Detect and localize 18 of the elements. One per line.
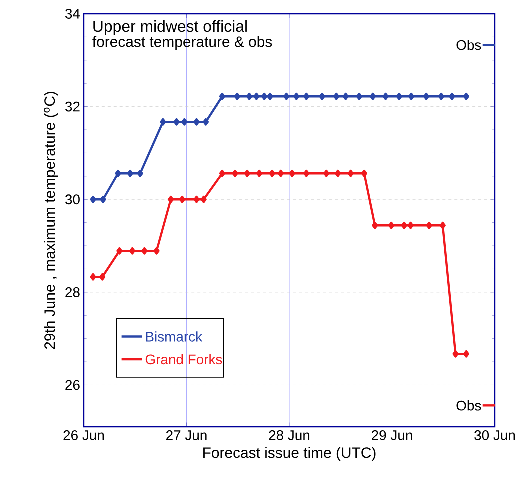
series-label: Obs [456,400,482,411]
text: Bismarck [146,332,203,342]
y-tick-label: 34 [66,9,80,19]
x-axis-title: Forecast issue time (UTC) [204,447,376,462]
x-tick-label: 27 Jun [166,430,207,440]
x-tick-label: 30 Jun [474,430,516,440]
series-label: Obs [456,40,482,50]
chart-title: Upper midwest official [94,20,247,36]
x-tick-label: 26 Jun [64,430,104,440]
text: forecast temperature & obs [92,36,272,50]
y-axis-title: 29th June , maximum temperature ($^{o}$C) [44,92,58,350]
y-tick-label: 28 [66,287,80,298]
y-tick-label: 32 [66,102,80,112]
y-tick-label: 26 [66,380,80,390]
x-tick-label: 28 Jun [269,430,310,440]
y-tick-label: 30 [66,194,80,205]
x-tick-label: 29 Jun [372,430,412,440]
legend-label: Grand Forks [146,354,222,365]
